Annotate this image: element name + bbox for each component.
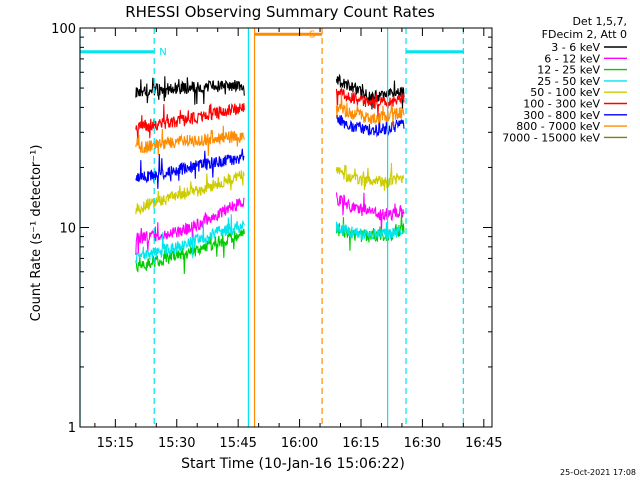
x-tick-label-4: 16:00 xyxy=(281,436,318,451)
series-300-800-kev-trace-2 xyxy=(335,114,405,138)
legend-label-25-50-kev: 25 - 50 keV xyxy=(537,75,600,88)
y-tick-label-1: 1 xyxy=(68,421,76,436)
x-tick-label-3: 15:45 xyxy=(219,436,256,451)
plot-frame xyxy=(79,27,493,428)
detector-info-line-1: Det 1,5,7, xyxy=(572,15,627,28)
y-axis-label: Count Rate (s⁻¹ detector⁻¹) xyxy=(29,145,44,322)
x-axis-label: Start Time (10-Jan-16 15:06:22) xyxy=(181,456,405,472)
legend-label-100-300-kev: 100 - 300 keV xyxy=(523,98,600,111)
series-800-7000-kev-trace-2 xyxy=(335,92,405,127)
x-tick-label-5: 16:15 xyxy=(342,436,379,451)
x-tick-label-1: 15:15 xyxy=(97,436,134,451)
x-tick-label-7: 16:45 xyxy=(465,436,502,451)
legend-label-300-800-kev: 300 - 800 keV xyxy=(523,109,600,122)
x-tick-label-2: 15:30 xyxy=(158,436,195,451)
legend-label-7000-15000-kev: 7000 - 15000 keV xyxy=(502,131,600,144)
legend-label-800-7000-kev: 800 - 7000 keV xyxy=(516,120,600,133)
series-100-300-kev-trace-2 xyxy=(335,86,405,117)
series-6-12-kev-trace-2 xyxy=(335,192,405,234)
flag-label-n: N xyxy=(159,47,166,58)
series-3-6-kev-trace-1 xyxy=(135,76,245,105)
data-layer xyxy=(135,73,405,274)
legend-label-3-6-kev: 3 - 6 keV xyxy=(551,41,600,54)
flag-label-s: S xyxy=(309,29,315,40)
legend-label-12-25-kev: 12 - 25 keV xyxy=(537,64,600,77)
detector-info-line-2: FDecim 2, Att 0 xyxy=(542,28,627,41)
x-tick-label-6: 16:30 xyxy=(404,436,441,451)
y-tick-label-2: 10 xyxy=(59,222,76,237)
series-50-100-kev-trace-1 xyxy=(135,170,245,216)
axes-layer: 15:15 15:30 15:45 16:00 16:15 16:30 16:45 1 10 10… xyxy=(51,22,502,451)
legend-label-6-12-kev: 6 - 12 keV xyxy=(544,52,600,65)
series-50-100-kev-trace-2 xyxy=(335,162,405,191)
y-tick-label-3: 100 xyxy=(51,22,76,37)
footer-date: 25-Oct-2021 17:08 xyxy=(560,468,636,477)
series-25-50-kev-trace-2 xyxy=(335,221,405,241)
chart-title: RHESSI Observing Summary Count Rates xyxy=(125,3,435,21)
legend-label-50-100-kev: 50 - 100 keV xyxy=(530,86,600,99)
